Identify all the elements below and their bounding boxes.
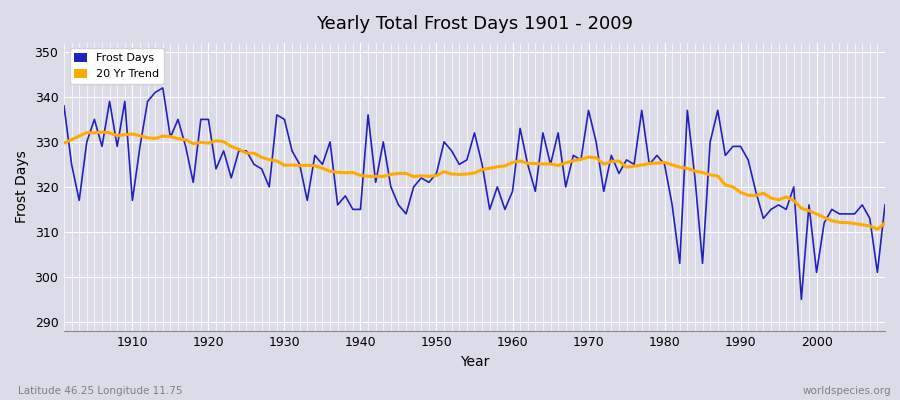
Frost Days — [879, 202, 890, 207]
X-axis label: Year: Year — [460, 355, 490, 369]
20 Yr Trend — [58, 141, 69, 146]
Frost Days — [515, 126, 526, 131]
Frost Days — [507, 189, 517, 194]
20 Yr Trend — [127, 132, 138, 136]
Y-axis label: Frost Days: Frost Days — [15, 150, 29, 223]
Line: Frost Days: Frost Days — [64, 88, 885, 299]
20 Yr Trend — [872, 227, 883, 232]
Text: worldspecies.org: worldspecies.org — [803, 386, 891, 396]
Frost Days — [120, 99, 130, 104]
Legend: Frost Days, 20 Yr Trend: Frost Days, 20 Yr Trend — [69, 48, 164, 84]
20 Yr Trend — [96, 130, 107, 134]
20 Yr Trend — [515, 158, 526, 163]
20 Yr Trend — [340, 170, 351, 175]
Title: Yearly Total Frost Days 1901 - 2009: Yearly Total Frost Days 1901 - 2009 — [316, 15, 633, 33]
20 Yr Trend — [507, 160, 517, 165]
Frost Days — [340, 194, 351, 198]
20 Yr Trend — [879, 220, 890, 225]
Frost Days — [606, 153, 616, 158]
Line: 20 Yr Trend: 20 Yr Trend — [64, 132, 885, 229]
20 Yr Trend — [294, 163, 305, 168]
Text: Latitude 46.25 Longitude 11.75: Latitude 46.25 Longitude 11.75 — [18, 386, 183, 396]
Frost Days — [58, 104, 69, 108]
Frost Days — [294, 162, 305, 167]
Frost Days — [796, 297, 806, 302]
20 Yr Trend — [606, 159, 616, 164]
Frost Days — [158, 86, 168, 90]
